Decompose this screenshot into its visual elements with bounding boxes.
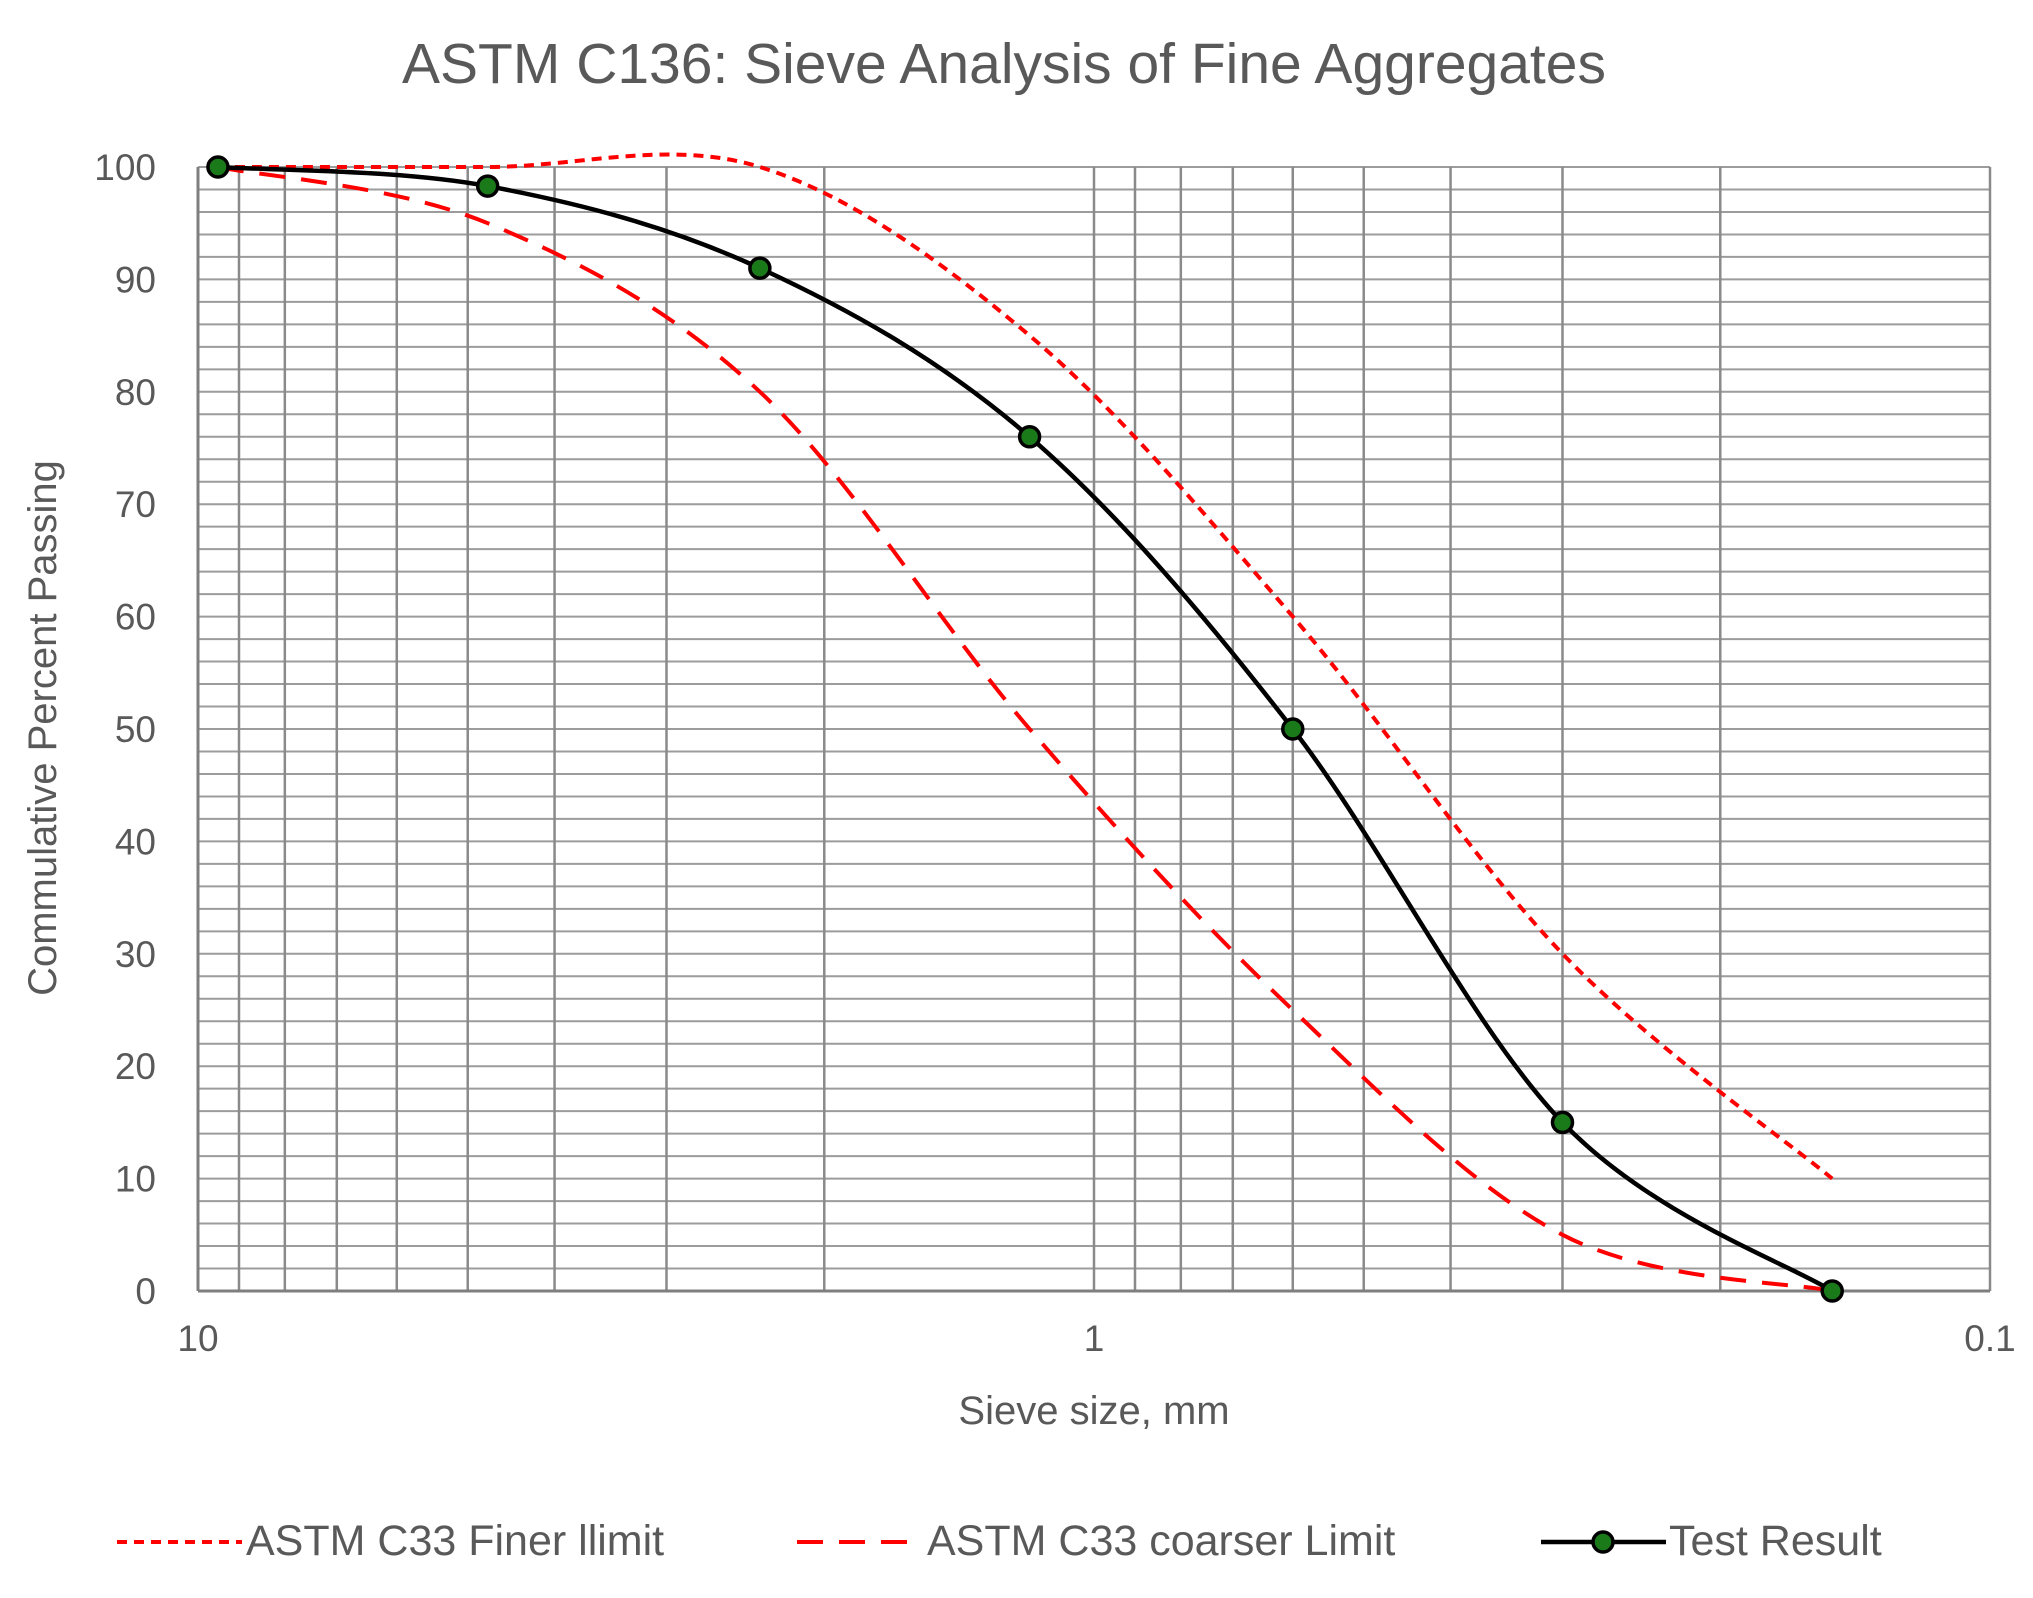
y-tick-label: 100 <box>94 147 156 188</box>
x-tick-label: 0.1 <box>1964 1318 2015 1359</box>
y-tick-label: 0 <box>135 1271 156 1312</box>
data-point <box>1550 1110 1575 1135</box>
data-point <box>475 174 500 198</box>
y-tick-label: 10 <box>115 1159 156 1200</box>
y-axis-label: Commulative Percent Passing <box>21 460 65 996</box>
axes: 0 10 20 30 40 50 60 70 80 90 100 10 1 0.1 <box>94 147 2015 1359</box>
series-line-1 <box>218 152 1834 1181</box>
y-tick-label: 50 <box>115 709 156 750</box>
x-tick-label: 1 <box>1084 1318 1105 1359</box>
chart-title: ASTM C136: Sieve Analysis of Fine Aggreg… <box>402 32 1606 96</box>
legend-label-3: Test Result <box>1669 1517 1882 1565</box>
y-tick-label: 30 <box>115 934 156 975</box>
data-point <box>1281 717 1305 741</box>
y-tick-label: 20 <box>115 1046 156 1087</box>
data-point <box>206 155 230 179</box>
legend-label-2: ASTM C33 coarser Limit <box>927 1517 1395 1565</box>
series-layer <box>206 152 1844 1303</box>
legend: ASTM C33 Finer llimit ASTM C33 coarser Li… <box>117 1517 1882 1565</box>
data-point <box>1017 425 1042 449</box>
data-point <box>1820 1279 1844 1303</box>
gridlines <box>196 166 1992 1292</box>
x-tick-label: 10 <box>177 1318 218 1359</box>
y-tick-label: 90 <box>115 259 156 300</box>
legend-label-1: ASTM C33 Finer llimit <box>246 1517 664 1565</box>
legend-marker <box>1591 1530 1615 1554</box>
y-tick-label: 80 <box>115 372 156 413</box>
x-axis-label: Sieve size, mm <box>958 1389 1229 1433</box>
series-line-2 <box>217 165 1833 1293</box>
y-tick-label: 40 <box>115 821 156 862</box>
y-tick-label: 60 <box>115 597 156 638</box>
data-point <box>748 256 772 280</box>
y-tick-label: 70 <box>115 484 156 525</box>
